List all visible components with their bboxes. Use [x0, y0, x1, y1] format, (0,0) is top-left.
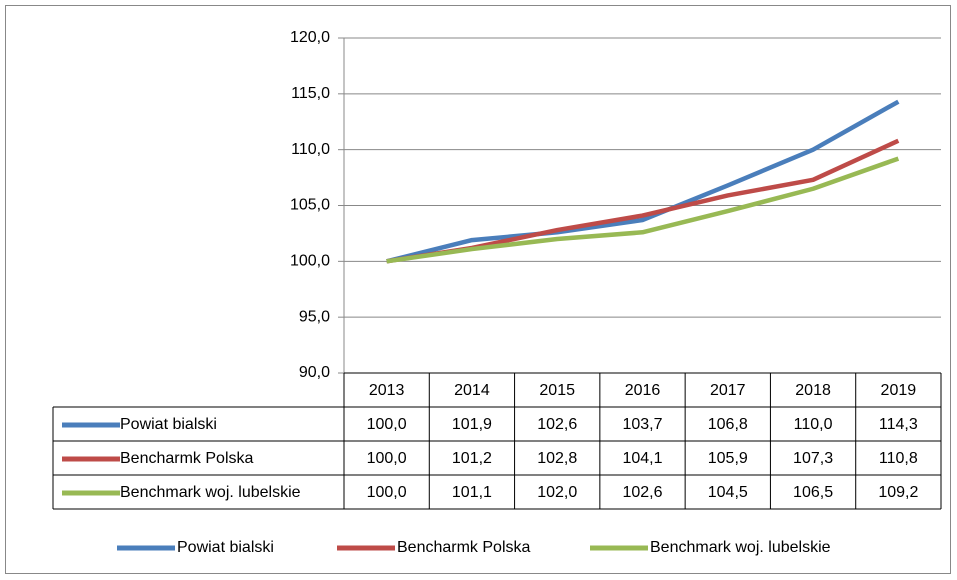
y-tick-label: 120,0 — [290, 29, 330, 46]
table-value: 101,2 — [452, 450, 492, 467]
table-value: 101,1 — [452, 484, 492, 501]
table-value: 102,8 — [537, 450, 577, 467]
table-value: 114,3 — [879, 416, 918, 433]
table-value: 104,5 — [708, 484, 748, 501]
table-series-name: Bencharmk Polska — [120, 450, 253, 467]
y-tick-label: 90,0 — [299, 364, 330, 381]
table-value: 106,8 — [708, 416, 748, 433]
table-value: 109,2 — [878, 484, 918, 501]
legend-label: Powiat bialski — [177, 539, 274, 556]
y-tick-label: 95,0 — [299, 308, 330, 325]
table-value: 101,9 — [452, 416, 492, 433]
x-tick-label: 2017 — [710, 382, 746, 399]
series-line — [386, 156, 900, 264]
table-value: 102,0 — [537, 484, 577, 501]
y-tick-label: 115,0 — [291, 85, 330, 102]
x-tick-label: 2016 — [625, 382, 661, 399]
x-tick-label: 2015 — [539, 382, 575, 399]
table-series-name: Powiat bialski — [120, 416, 217, 433]
series-line — [386, 99, 900, 264]
table-value: 100,0 — [367, 484, 407, 501]
legend-label: Bencharmk Polska — [397, 539, 530, 556]
x-tick-label: 2019 — [881, 382, 917, 399]
table-series-name: Benchmark woj. lubelskie — [120, 484, 301, 501]
table-value: 100,0 — [367, 416, 407, 433]
table-value: 103,7 — [622, 416, 662, 433]
table-value: 100,0 — [367, 450, 407, 467]
table-value: 106,5 — [793, 484, 833, 501]
table-value: 110,0 — [794, 416, 833, 433]
table-value: 110,8 — [879, 450, 918, 467]
y-tick-label: 100,0 — [290, 253, 330, 270]
x-tick-label: 2013 — [369, 382, 405, 399]
table-value: 107,3 — [793, 450, 833, 467]
table-value: 104,1 — [622, 450, 662, 467]
table-value: 102,6 — [622, 484, 662, 501]
table-value: 105,9 — [708, 450, 748, 467]
x-tick-label: 2018 — [795, 382, 831, 399]
y-tick-label: 110,0 — [291, 141, 330, 158]
x-tick-label: 2014 — [454, 382, 490, 399]
table-value: 102,6 — [537, 416, 577, 433]
y-tick-label: 105,0 — [290, 197, 330, 214]
legend-label: Benchmark woj. lubelskie — [650, 539, 831, 556]
chart-border — [5, 5, 951, 574]
